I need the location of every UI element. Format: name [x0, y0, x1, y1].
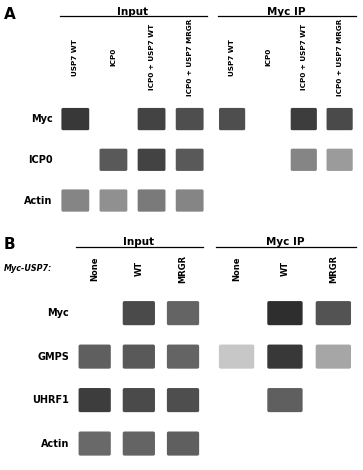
FancyBboxPatch shape [267, 345, 303, 368]
FancyBboxPatch shape [167, 345, 199, 368]
FancyBboxPatch shape [176, 108, 204, 130]
FancyBboxPatch shape [123, 388, 155, 412]
Text: ICP0 + USP7 WT: ICP0 + USP7 WT [148, 24, 155, 90]
Text: Myc IP: Myc IP [266, 237, 304, 247]
FancyBboxPatch shape [61, 108, 89, 130]
FancyBboxPatch shape [327, 149, 353, 171]
FancyBboxPatch shape [138, 108, 166, 130]
FancyBboxPatch shape [78, 431, 111, 455]
Text: B: B [4, 237, 15, 252]
FancyBboxPatch shape [167, 431, 199, 455]
FancyBboxPatch shape [316, 345, 351, 368]
FancyBboxPatch shape [219, 108, 245, 130]
Text: ICP0 + USP7 WT: ICP0 + USP7 WT [301, 24, 307, 90]
FancyBboxPatch shape [123, 345, 155, 368]
Text: ICP0: ICP0 [265, 48, 271, 66]
Text: Myc-USP7:: Myc-USP7: [4, 264, 52, 273]
Text: WT: WT [281, 261, 289, 276]
FancyBboxPatch shape [167, 388, 199, 412]
Text: Myc IP: Myc IP [266, 7, 305, 16]
FancyBboxPatch shape [176, 189, 204, 212]
Text: ICP0: ICP0 [28, 155, 53, 165]
FancyBboxPatch shape [167, 301, 199, 325]
FancyBboxPatch shape [78, 345, 111, 368]
Text: WT: WT [134, 261, 143, 276]
Text: Input: Input [117, 7, 148, 16]
Text: USP7 WT: USP7 WT [72, 39, 78, 76]
FancyBboxPatch shape [267, 301, 303, 325]
Text: MRGR: MRGR [329, 255, 338, 282]
FancyBboxPatch shape [123, 301, 155, 325]
FancyBboxPatch shape [291, 149, 317, 171]
FancyBboxPatch shape [99, 189, 127, 212]
Text: None: None [232, 256, 241, 281]
Text: ICP0: ICP0 [110, 48, 117, 66]
FancyBboxPatch shape [99, 149, 127, 171]
Text: MRGR: MRGR [179, 255, 188, 282]
FancyBboxPatch shape [138, 149, 166, 171]
Text: Actin: Actin [24, 196, 53, 205]
Text: A: A [4, 7, 15, 22]
FancyBboxPatch shape [327, 108, 353, 130]
Text: Input: Input [123, 237, 154, 247]
Text: ICP0 + USP7 MRGR: ICP0 + USP7 MRGR [187, 18, 193, 96]
Text: Myc: Myc [47, 308, 69, 318]
FancyBboxPatch shape [267, 388, 303, 412]
FancyBboxPatch shape [78, 388, 111, 412]
FancyBboxPatch shape [123, 431, 155, 455]
Text: Actin: Actin [41, 439, 69, 448]
Text: UHRF1: UHRF1 [32, 395, 69, 405]
Text: ICP0 + USP7 MRGR: ICP0 + USP7 MRGR [337, 18, 343, 96]
Text: Myc: Myc [31, 114, 53, 124]
FancyBboxPatch shape [61, 189, 89, 212]
Text: USP7 WT: USP7 WT [229, 39, 235, 76]
Text: GMPS: GMPS [37, 352, 69, 361]
FancyBboxPatch shape [219, 345, 254, 368]
FancyBboxPatch shape [291, 108, 317, 130]
FancyBboxPatch shape [316, 301, 351, 325]
FancyBboxPatch shape [138, 189, 166, 212]
FancyBboxPatch shape [176, 149, 204, 171]
Text: None: None [90, 256, 99, 281]
